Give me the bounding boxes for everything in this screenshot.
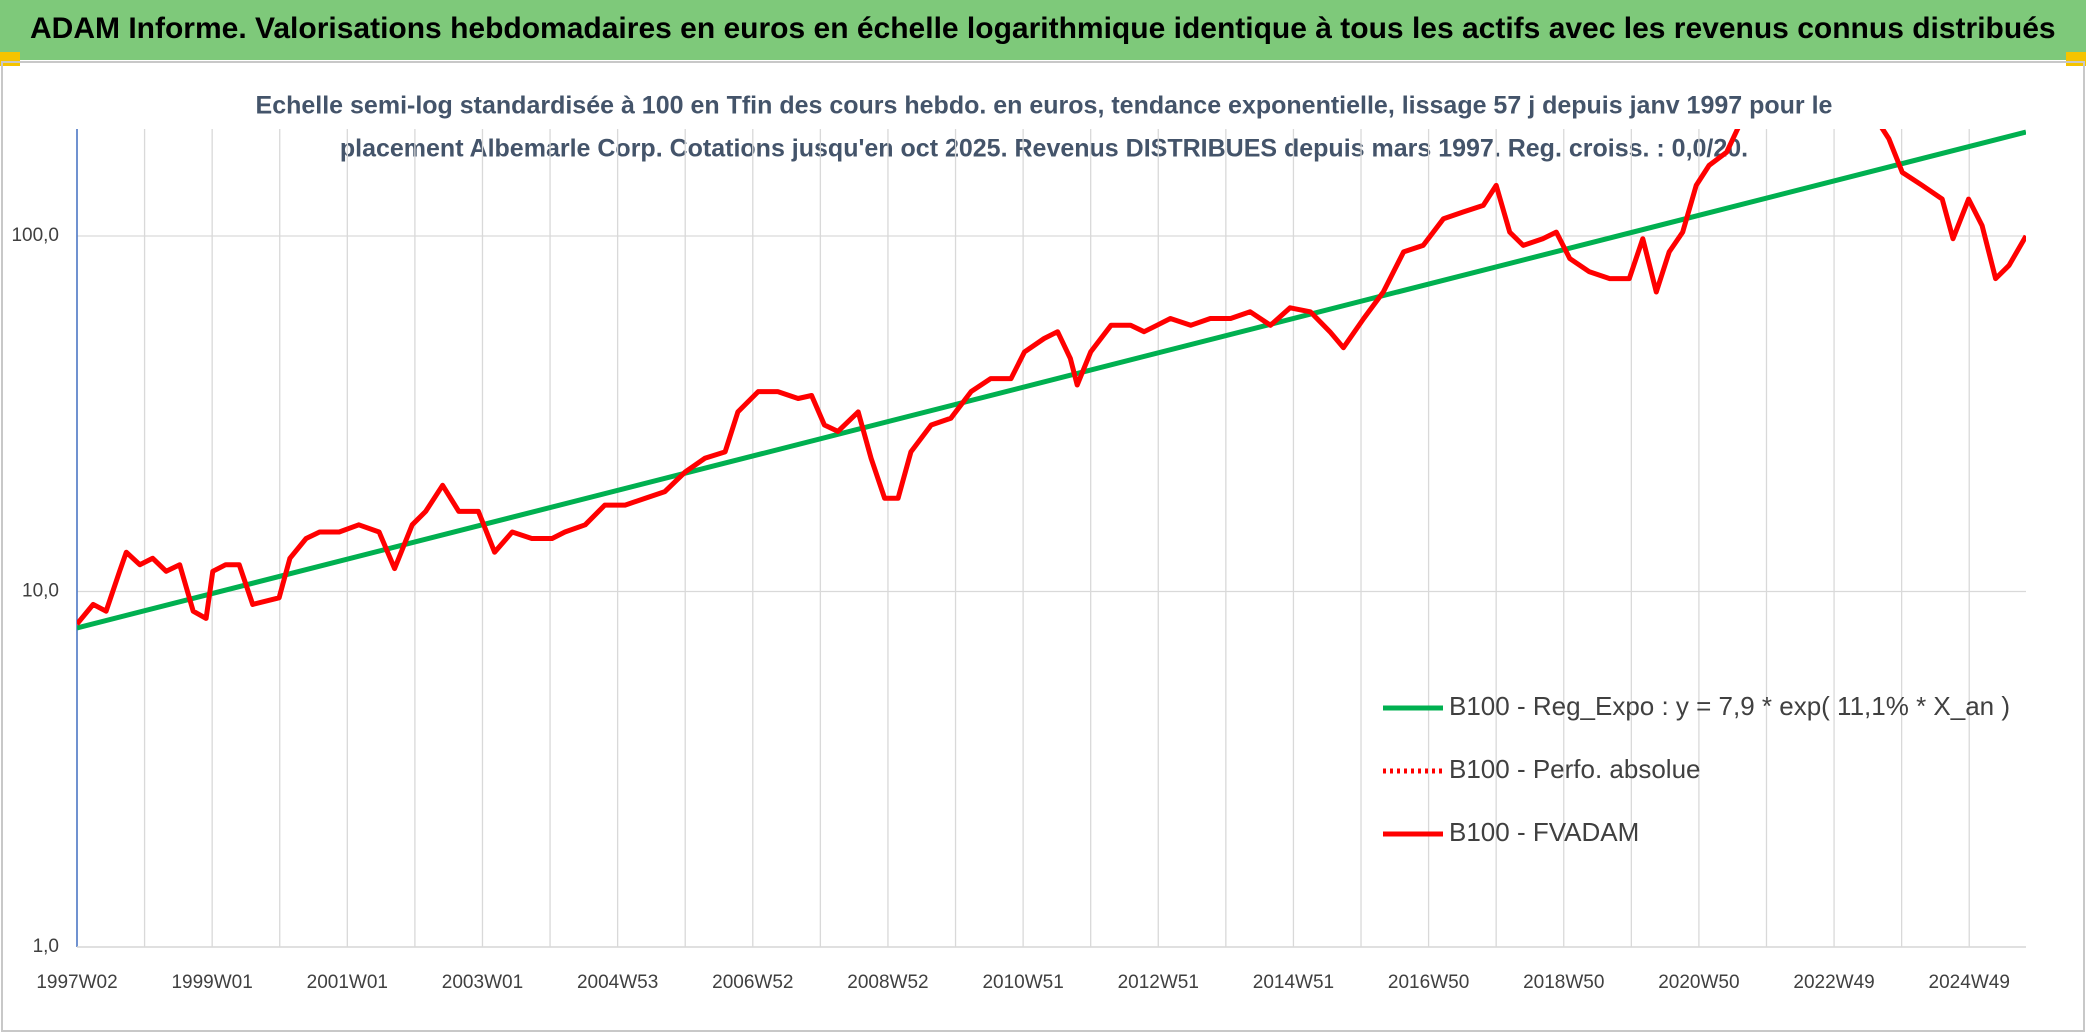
- x-tick-label: 2001W01: [307, 972, 388, 993]
- x-tick-label: 2016W50: [1388, 972, 1469, 993]
- x-tick-label: 2008W52: [847, 972, 928, 993]
- series-line: [77, 129, 2026, 626]
- x-tick-label: 2003W01: [442, 972, 523, 993]
- chart-subtitle: placement Albemarle Corp. Cotations jusq…: [340, 135, 1748, 163]
- x-tick-label: 2006W52: [712, 972, 793, 993]
- legend-label: B100 - FVADAM: [1449, 817, 1639, 847]
- x-tick-label: 2010W51: [982, 972, 1063, 993]
- x-tick-label: 1997W02: [36, 972, 117, 993]
- x-tick-label: 2018W50: [1523, 972, 1604, 993]
- x-tick-label: 2004W53: [577, 972, 658, 993]
- y-tick-label: 1,0: [33, 936, 59, 957]
- chart-frame: [1, 61, 2085, 1032]
- legend-label: B100 - Reg_Expo : y = 7,9 * exp( 11,1% *…: [1449, 691, 2010, 721]
- x-tick-label: 2012W51: [1118, 972, 1199, 993]
- chart-subtitle: Echelle semi-log standardisée à 100 en T…: [256, 92, 1833, 120]
- x-tick-label: 2014W51: [1253, 972, 1334, 993]
- y-tick-label: 10,0: [22, 581, 59, 602]
- series-line: [77, 129, 2026, 626]
- x-tick-label: 2024W49: [1929, 972, 2010, 993]
- plot-area: [77, 129, 2026, 631]
- series-line: [77, 129, 2026, 631]
- x-tick-label: 2020W50: [1658, 972, 1739, 993]
- x-tick-label: 1999W01: [171, 972, 252, 993]
- y-tick-label: 100,0: [11, 225, 59, 246]
- x-tick-label: 2022W49: [1793, 972, 1874, 993]
- title-banner: [0, 0, 2086, 60]
- legend-label: B100 - Perfo. absolue: [1449, 754, 1701, 784]
- chart-title: ADAM Informe. Valorisations hebdomadaire…: [30, 12, 2056, 45]
